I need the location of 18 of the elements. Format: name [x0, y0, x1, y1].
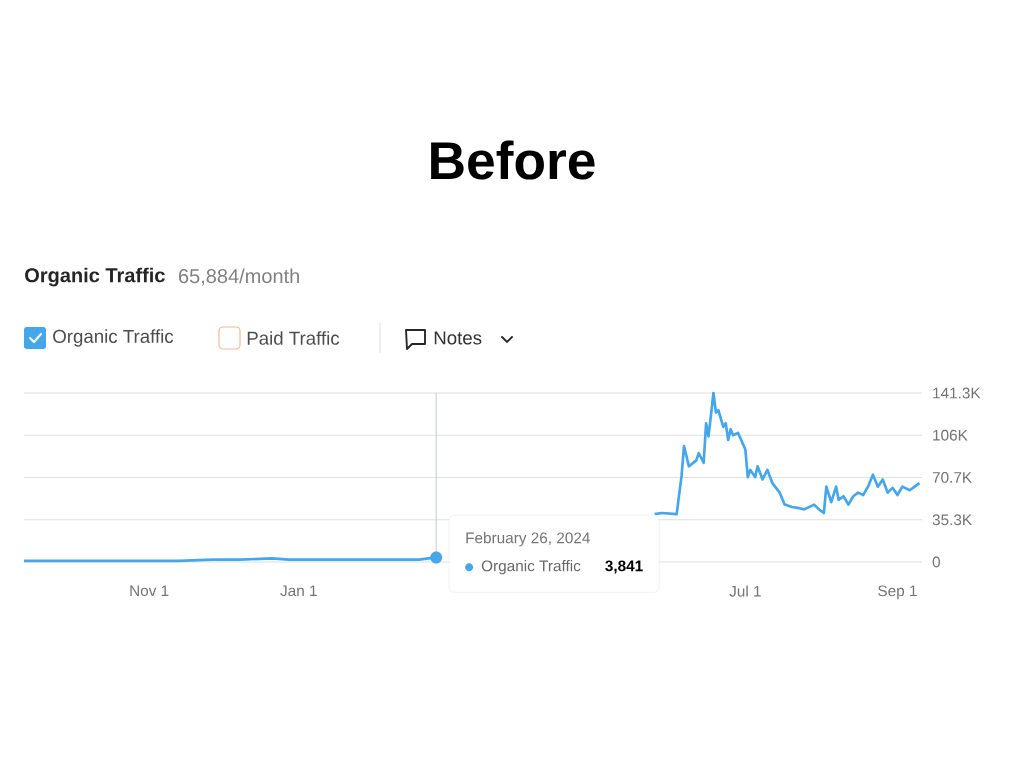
y-tick-label: 35.3K [932, 514, 972, 526]
y-tick-label: 70.7K [932, 472, 972, 483]
x-tick-label: Jan 1 [280, 585, 317, 597]
annotation: Organic Traffic [481, 560, 581, 575]
text: Notes [434, 331, 482, 345]
annotation: 3,841 [605, 560, 643, 574]
text: Paid Traffic [247, 331, 340, 345]
x-tick-label: Jul 1 [729, 585, 761, 597]
y-tick-label: 0 [932, 556, 940, 568]
legend-label: Organic Traffic [53, 329, 174, 347]
x-tick-label: Sep 1 [878, 585, 917, 600]
y-tick-label: 141.3K [933, 387, 981, 399]
y-tick-label: 106K [933, 429, 968, 441]
x-tick-label: Nov 1 [130, 585, 169, 597]
chart-title: Before [431, 140, 595, 180]
text: 65,884/month [178, 268, 299, 286]
annotation: February 26, 2024 [466, 532, 590, 547]
chart-subtitle: Organic Traffic [25, 267, 165, 287]
